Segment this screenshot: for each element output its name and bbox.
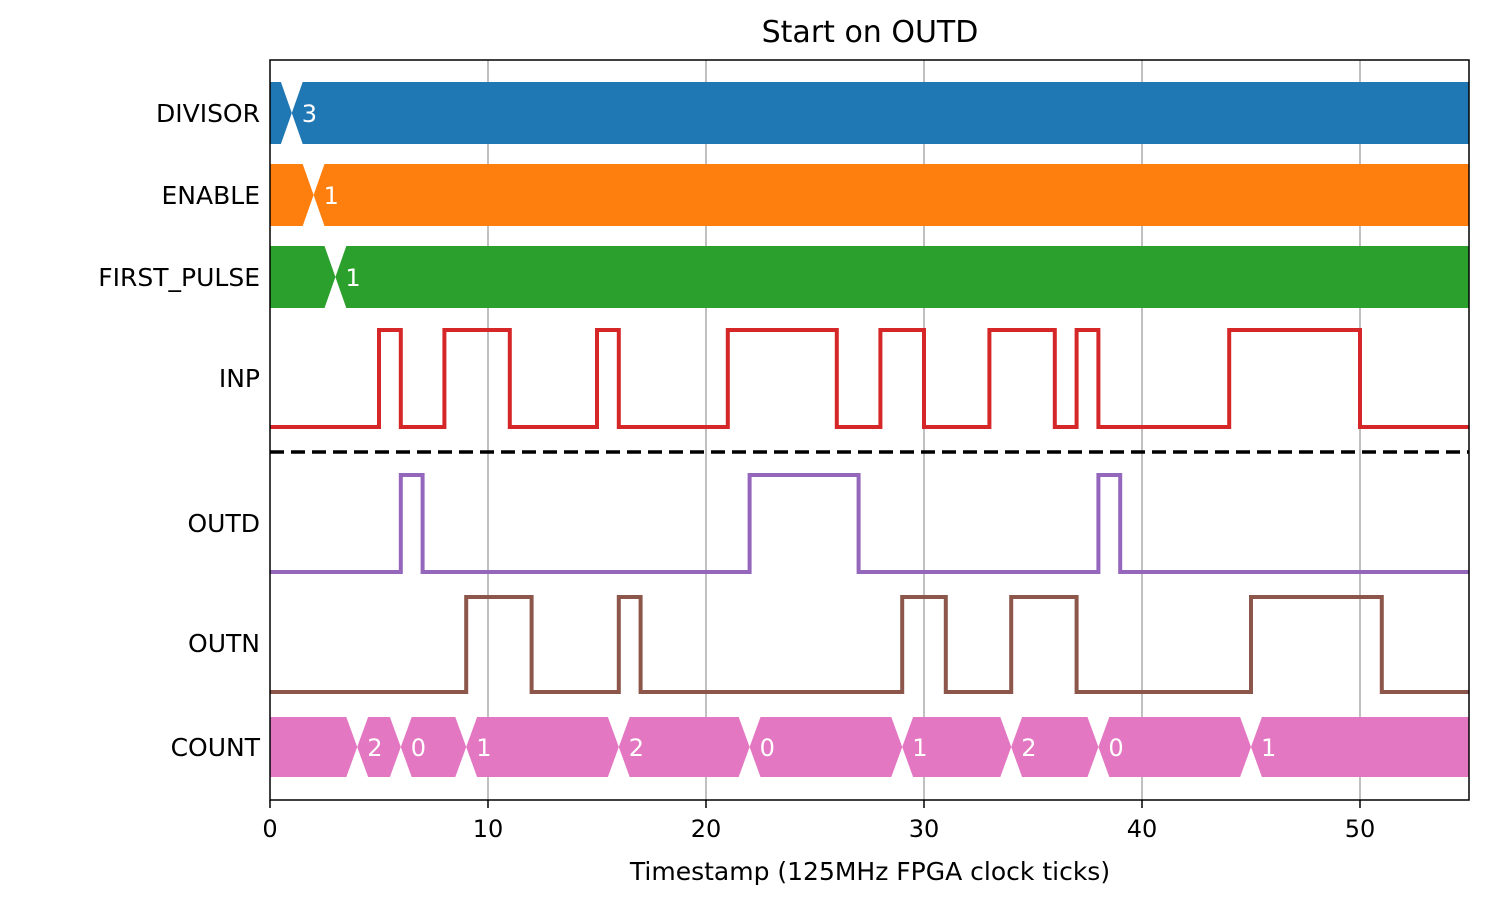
chart-title: Start on OUTD — [762, 15, 979, 50]
x-tick-label: 10 — [473, 815, 504, 843]
signal-label-inp: INP — [219, 364, 260, 393]
value-label-count: 0 — [1108, 734, 1123, 762]
bus-segment-count — [618, 717, 750, 777]
signal-label-count: COUNT — [171, 733, 261, 762]
value-label-count: 0 — [760, 734, 775, 762]
value-label-count: 2 — [629, 734, 644, 762]
bus-segment-count — [270, 717, 358, 777]
value-label-count: 1 — [912, 734, 927, 762]
x-tick-label: 50 — [1345, 815, 1376, 843]
value-label-count: 2 — [1021, 734, 1036, 762]
bus-segment-count — [1251, 717, 1469, 777]
signal-label-outn: OUTN — [188, 629, 260, 658]
bus-segment-count — [902, 717, 1012, 777]
waveform-outn — [270, 595, 1469, 694]
bus-segment-first-pulse — [335, 246, 1469, 308]
bus-segment-enable — [313, 164, 1470, 226]
signal-labels: DIVISOR ENABLE FIRST_PULSE INP OUTD OUTN COUNT — [98, 99, 260, 762]
bus-segment-divisor — [270, 82, 292, 144]
bus-segment-count — [1011, 717, 1099, 777]
bus-segment-enable — [270, 164, 314, 226]
value-label-divisor: 3 — [302, 100, 317, 128]
x-tick-label: 30 — [909, 815, 940, 843]
bit-signals — [270, 328, 1469, 694]
x-axis: 0 10 20 30 40 50 — [262, 800, 1375, 843]
bus-signals: 3 1 1 2 0 1 2 0 1 2 0 1 — [270, 82, 1470, 777]
x-tick-label: 0 — [262, 815, 277, 843]
waveform-inp — [270, 328, 1469, 429]
plot-frame — [269, 59, 1470, 801]
bus-segment-count — [400, 717, 467, 777]
waveform-outd — [270, 473, 1469, 574]
bus-segment-divisor — [291, 82, 1469, 144]
signal-label-first-pulse: FIRST_PULSE — [98, 263, 260, 292]
value-label-count: 2 — [367, 734, 382, 762]
signal-label-enable: ENABLE — [162, 181, 260, 210]
value-label-count: 1 — [476, 734, 491, 762]
bus-segment-count — [749, 717, 903, 777]
x-tick-label: 40 — [1127, 815, 1158, 843]
signal-label-divisor: DIVISOR — [156, 99, 260, 128]
bus-segment-count — [357, 717, 401, 777]
x-axis-label: Timestamp (125MHz FPGA clock ticks) — [629, 857, 1110, 886]
value-label-count: 0 — [411, 734, 426, 762]
value-label-enable: 1 — [324, 182, 339, 210]
value-label-first-pulse: 1 — [345, 264, 360, 292]
x-tick-label: 20 — [691, 815, 722, 843]
value-label-count: 1 — [1261, 734, 1276, 762]
bus-segment-first-pulse — [270, 246, 336, 308]
bus-segment-count — [466, 717, 619, 777]
bus-segment-count — [1098, 717, 1251, 777]
signal-label-outd: OUTD — [188, 509, 261, 538]
